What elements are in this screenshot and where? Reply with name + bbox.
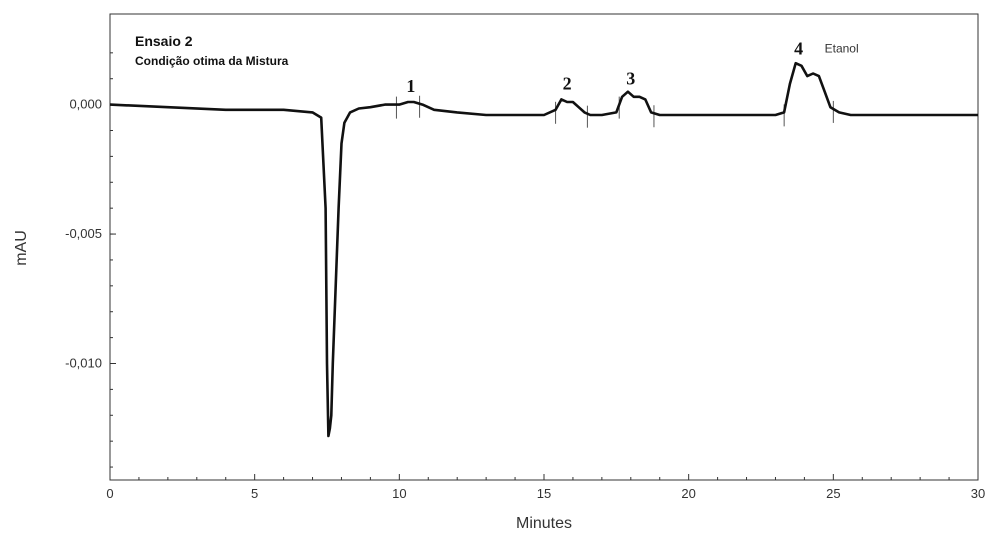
x-tick-label: 20 [681, 486, 695, 501]
peak-number-label: 4 [794, 38, 803, 58]
peak-number-label: 1 [406, 76, 415, 96]
peak-number-label: 3 [626, 68, 635, 88]
chart-title: Ensaio 2 [135, 33, 193, 49]
peak-number-label: 2 [563, 73, 572, 93]
x-tick-label: 5 [251, 486, 258, 501]
y-axis-ticks: 0,000 -0,005 -0,010 [65, 52, 116, 468]
peak-labels: 1 2 3 4 Etanol [406, 38, 858, 96]
integration-marks [395, 95, 834, 128]
y-axis-title: mAU [13, 230, 30, 266]
x-tick-label: 30 [971, 486, 985, 501]
peak-compound-name: Etanol [825, 41, 859, 55]
x-tick-label: 15 [537, 486, 551, 501]
x-axis-title: Minutes [516, 515, 572, 532]
chromatogram-trace [109, 61, 978, 438]
chart-subtitle: Condição otima da Mistura [135, 54, 289, 68]
y-tick-label: 0,000 [69, 97, 102, 112]
x-tick-label: 0 [106, 486, 113, 501]
y-tick-label: -0,010 [65, 356, 102, 371]
plot-area [109, 13, 979, 481]
y-tick-label: -0,005 [65, 226, 102, 241]
x-tick-label: 10 [392, 486, 406, 501]
x-tick-label: 25 [826, 486, 840, 501]
x-axis-ticks: 0 5 10 15 20 25 30 [106, 474, 985, 501]
